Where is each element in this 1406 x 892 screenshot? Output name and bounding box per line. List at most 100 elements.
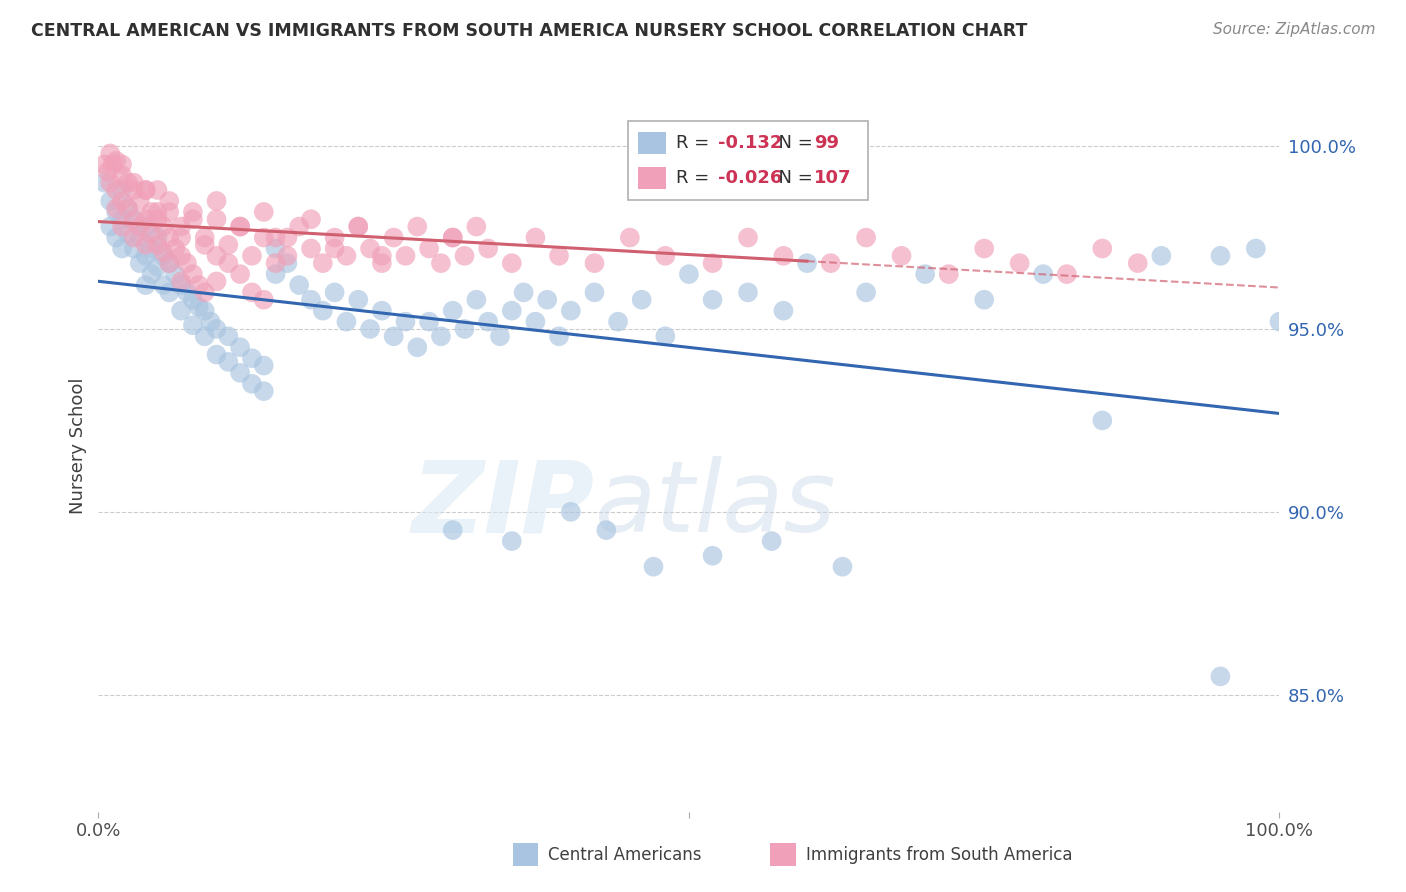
Point [371, 249, 394, 263]
Point [548, 249, 571, 263]
Point [98, 194, 121, 208]
Point [890, 249, 912, 263]
Point [702, 549, 724, 563]
Point [630, 293, 652, 307]
Point [382, 230, 405, 244]
Point [489, 329, 512, 343]
Point [194, 329, 217, 343]
Point [128, 256, 150, 270]
Point [117, 176, 139, 190]
Text: Source: ZipAtlas.com: Source: ZipAtlas.com [1212, 22, 1375, 37]
Point [101, 157, 124, 171]
Point [157, 285, 180, 300]
Point [312, 256, 335, 270]
Point [187, 300, 209, 314]
Point [240, 351, 263, 366]
Point [111, 183, 134, 197]
Point [111, 212, 134, 227]
Point [371, 303, 394, 318]
Point [146, 212, 169, 227]
Point [914, 267, 936, 281]
Point [122, 183, 145, 197]
Point [441, 523, 464, 537]
Point [181, 267, 204, 281]
Point [217, 329, 239, 343]
Point [128, 219, 150, 234]
Text: N =: N = [768, 169, 818, 186]
Point [1150, 249, 1173, 263]
Point [170, 274, 193, 288]
Point [441, 230, 464, 244]
Point [855, 285, 877, 300]
Point [796, 256, 818, 270]
Point [264, 267, 287, 281]
Point [560, 505, 582, 519]
Point [654, 249, 676, 263]
Point [200, 315, 222, 329]
Point [702, 256, 724, 270]
Point [264, 256, 287, 270]
Point [299, 293, 322, 307]
Point [135, 278, 157, 293]
Point [111, 219, 134, 234]
Point [93, 157, 115, 171]
Point [453, 322, 475, 336]
Point [607, 315, 630, 329]
Point [105, 153, 128, 168]
Point [347, 219, 370, 234]
Point [761, 534, 783, 549]
Point [264, 242, 287, 256]
Point [619, 230, 641, 244]
Point [453, 249, 475, 263]
Point [97, 164, 120, 178]
Point [643, 559, 665, 574]
Point [229, 366, 252, 380]
Point [347, 219, 370, 234]
Point [146, 183, 169, 197]
Point [135, 249, 157, 263]
Point [176, 285, 198, 300]
Point [595, 523, 617, 537]
Point [406, 340, 429, 354]
Point [205, 249, 228, 263]
Point [1008, 256, 1031, 270]
Point [1091, 413, 1114, 427]
Point [430, 329, 453, 343]
Point [737, 230, 759, 244]
Point [583, 285, 606, 300]
Point [111, 242, 134, 256]
Point [772, 303, 794, 318]
Point [194, 230, 217, 244]
Text: R =: R = [676, 134, 714, 152]
Point [152, 245, 174, 260]
Point [253, 205, 276, 219]
Point [176, 256, 198, 270]
Point [93, 176, 115, 190]
Point [548, 329, 571, 343]
Point [831, 559, 853, 574]
Point [141, 242, 163, 256]
Point [253, 230, 276, 244]
Point [181, 212, 204, 227]
Point [299, 212, 322, 227]
Point [524, 230, 547, 244]
Point [465, 293, 488, 307]
Point [501, 303, 523, 318]
Point [323, 285, 346, 300]
Point [240, 249, 263, 263]
Point [253, 359, 276, 373]
Point [122, 230, 145, 244]
Point [122, 212, 145, 227]
Point [477, 315, 499, 329]
Point [217, 355, 239, 369]
Point [524, 315, 547, 329]
Point [117, 201, 139, 215]
Point [288, 219, 311, 234]
Point [264, 230, 287, 244]
Text: 107: 107 [814, 169, 851, 186]
Point [194, 237, 217, 252]
Point [170, 219, 193, 234]
Point [323, 242, 346, 256]
Point [1056, 267, 1078, 281]
Text: Immigrants from South America: Immigrants from South America [806, 846, 1073, 863]
